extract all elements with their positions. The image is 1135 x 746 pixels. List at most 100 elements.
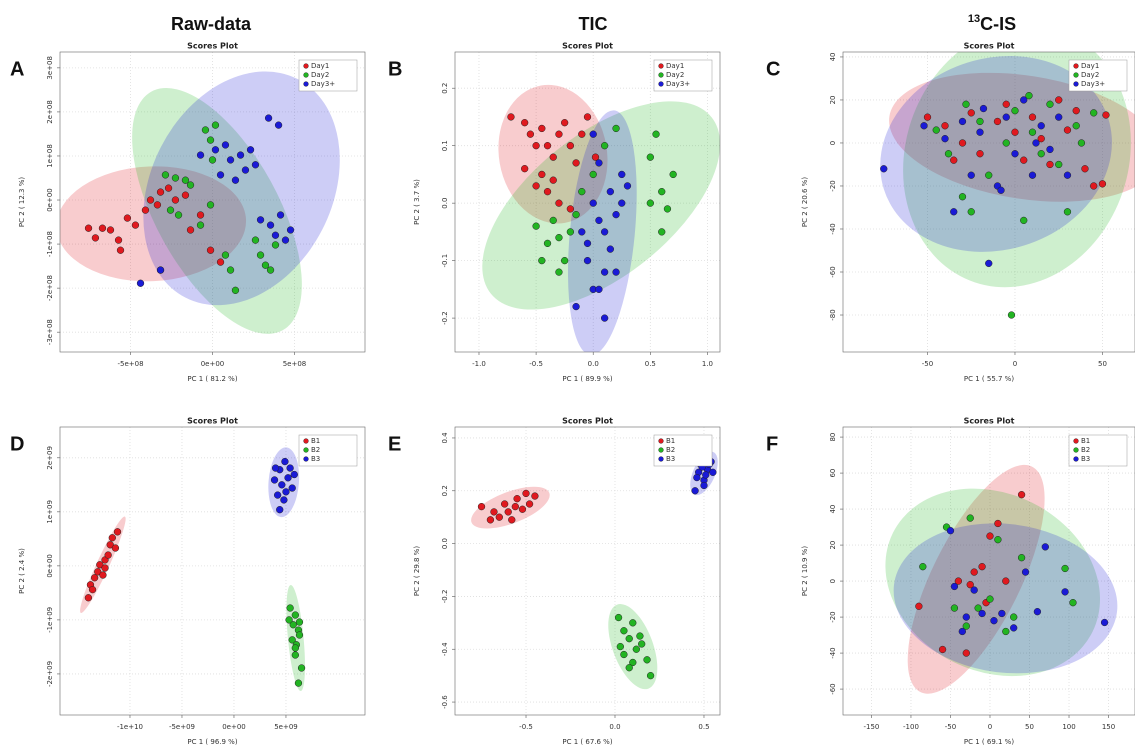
point <box>549 153 557 161</box>
point <box>226 156 235 164</box>
x-tick-label: 0e+00 <box>222 723 246 731</box>
y-tick-label: -60 <box>829 683 837 694</box>
column-title: 13C-IS <box>968 13 1016 34</box>
point <box>941 122 949 130</box>
point <box>578 188 586 196</box>
point <box>236 151 245 159</box>
x-tick-label: 0.5 <box>645 360 656 368</box>
confidence-ellipse <box>132 88 302 334</box>
point <box>1020 216 1028 225</box>
point <box>291 644 299 652</box>
point <box>618 170 626 179</box>
legend-label: Day2 <box>666 71 684 79</box>
point <box>231 286 240 294</box>
point <box>1020 156 1028 164</box>
plot-title: Scores Plot <box>964 42 1015 51</box>
x-tick-label: 1.0 <box>702 360 713 368</box>
point <box>702 471 710 479</box>
legend-label: Day3+ <box>311 80 335 88</box>
point <box>501 500 509 508</box>
point <box>264 114 273 122</box>
x-axis-label: PC 1 ( 89.9 %) <box>562 375 612 383</box>
point <box>216 171 225 179</box>
legend-marker <box>658 72 664 78</box>
point <box>288 636 296 644</box>
point <box>962 649 970 657</box>
point <box>221 141 230 149</box>
point <box>270 476 279 484</box>
point <box>1037 122 1045 130</box>
point <box>226 266 235 274</box>
point <box>94 568 102 576</box>
point <box>538 170 546 179</box>
point <box>256 251 265 259</box>
point <box>156 188 165 196</box>
panel-letter: F <box>766 433 778 455</box>
plot-area <box>80 447 306 691</box>
point <box>271 231 280 239</box>
point <box>549 216 557 225</box>
point <box>919 563 927 571</box>
point <box>211 121 220 129</box>
point <box>1046 145 1054 154</box>
point <box>511 502 519 511</box>
point <box>1055 160 1063 169</box>
point <box>978 563 986 571</box>
point <box>206 201 215 209</box>
y-axis-label: PC 2 ( 10.9 %) <box>801 546 809 596</box>
x-axis-label: PC 1 ( 81.2 %) <box>187 375 237 383</box>
plot-area <box>471 451 718 690</box>
point <box>98 224 107 232</box>
point <box>923 113 932 121</box>
point <box>278 481 286 489</box>
point <box>201 126 210 134</box>
legend-marker <box>1073 81 1079 87</box>
point <box>231 176 240 184</box>
point <box>123 214 132 222</box>
point <box>1010 624 1018 632</box>
point <box>521 165 529 173</box>
point <box>614 613 623 622</box>
point <box>638 640 646 648</box>
point <box>486 516 495 524</box>
point <box>495 513 503 521</box>
point <box>1025 92 1033 100</box>
point <box>986 595 994 603</box>
point <box>629 619 637 627</box>
y-tick-label: 80 <box>829 433 837 442</box>
point <box>970 568 978 576</box>
point <box>572 210 580 219</box>
point <box>958 117 967 126</box>
point <box>84 224 93 232</box>
point <box>625 664 633 672</box>
point <box>1011 128 1019 136</box>
point <box>521 119 529 127</box>
x-tick-label: -5e+08 <box>117 360 143 368</box>
point <box>1007 311 1016 319</box>
point <box>915 602 923 610</box>
point <box>572 159 580 167</box>
point <box>276 506 284 514</box>
confidence-ellipse <box>907 464 1045 694</box>
x-tick-label: -0.5 <box>519 723 533 731</box>
point <box>538 124 546 133</box>
point <box>1090 182 1098 190</box>
confidence-ellipse <box>608 604 658 690</box>
point <box>1046 100 1054 108</box>
point <box>1055 113 1063 121</box>
point <box>566 142 575 150</box>
point <box>970 586 978 594</box>
x-tick-label: -100 <box>903 723 919 731</box>
point <box>632 645 641 653</box>
point <box>216 258 225 266</box>
legend-label: B2 <box>1081 446 1090 454</box>
point <box>186 226 195 234</box>
y-tick-label: -20 <box>829 180 837 191</box>
point <box>543 239 552 248</box>
x-axis-label: PC 1 ( 69.1 %) <box>964 738 1014 746</box>
point <box>1021 568 1030 576</box>
y-tick-label: -0.1 <box>441 254 449 268</box>
point <box>290 470 298 479</box>
y-axis-label: PC 2 ( 20.6 %) <box>801 177 809 227</box>
point <box>998 609 1006 618</box>
